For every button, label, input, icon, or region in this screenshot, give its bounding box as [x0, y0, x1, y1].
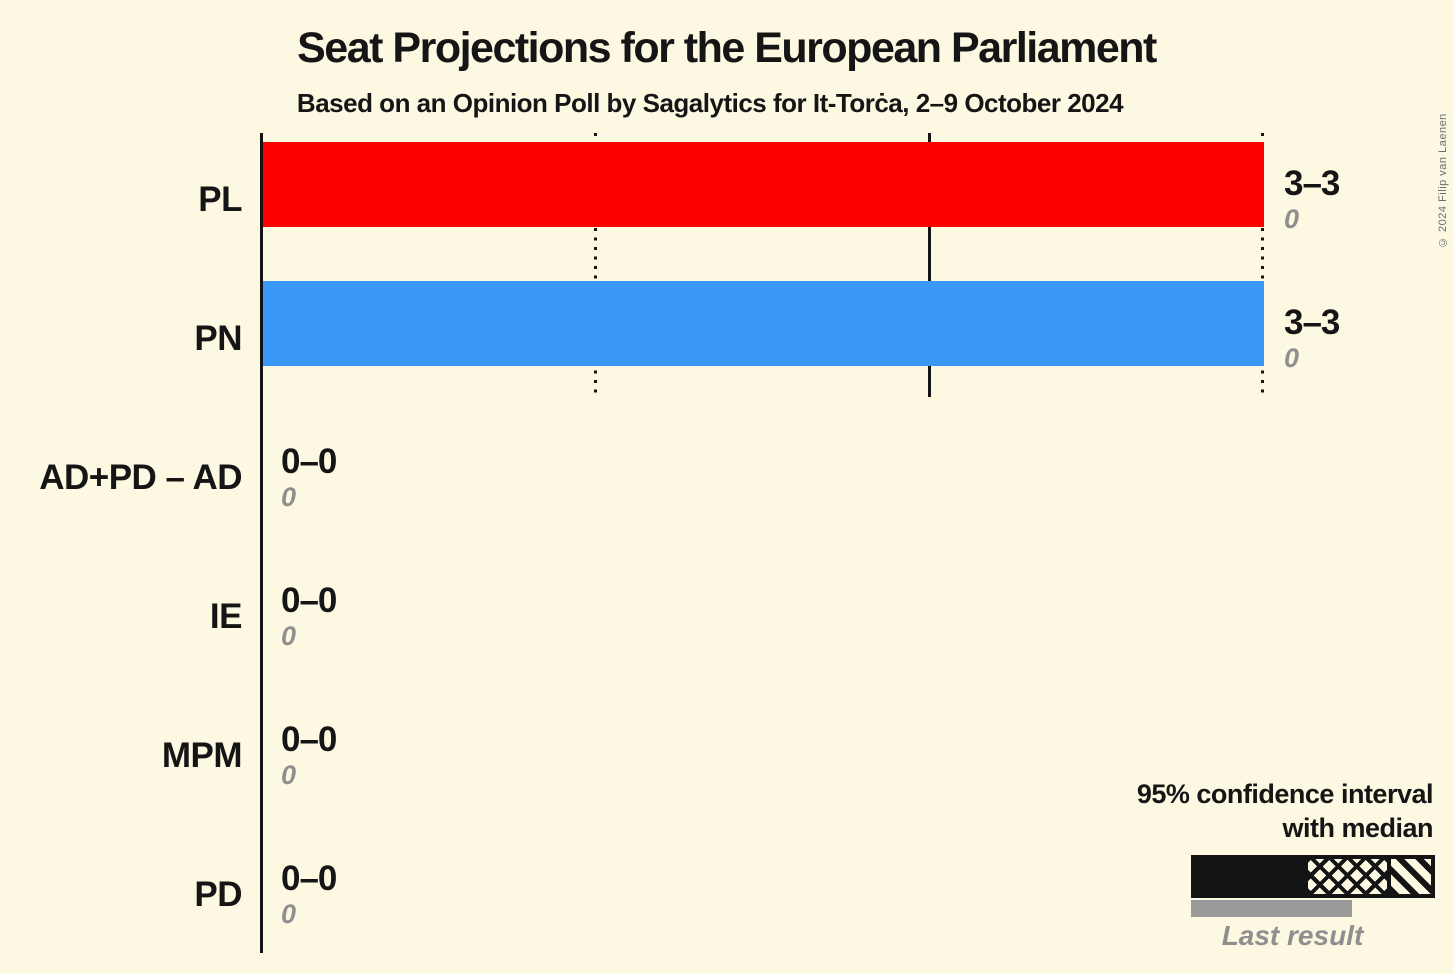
value-labels: 0–0 0	[281, 442, 337, 512]
last-result-label: 0	[281, 621, 297, 651]
ci-range-label: 0–0	[281, 581, 337, 620]
party-label: PL	[198, 179, 242, 219]
gridline-2-seats	[928, 133, 931, 397]
value-labels: 3–3 0	[1284, 164, 1340, 234]
party-label: PN	[194, 318, 242, 358]
y-axis-line	[260, 133, 263, 953]
last-result-label: 0	[281, 482, 297, 512]
chart-subtitle: Based on an Opinion Poll by Sagalytics f…	[296, 88, 1124, 118]
value-labels: 0–0 0	[281, 720, 337, 790]
ci-range-label: 0–0	[281, 859, 337, 898]
chart-row-mpm: MPM 0–0 0	[0, 689, 1453, 828]
chart-row-ie: IE 0–0 0	[0, 550, 1453, 689]
legend-last-result-label: Last result	[1221, 920, 1364, 951]
party-label: PD	[194, 874, 242, 914]
gridline-1-seat	[594, 133, 597, 397]
ci-range-label: 0–0	[281, 720, 337, 759]
value-labels: 0–0 0	[281, 859, 337, 929]
legend-title-line1: 95% confidence interval	[1136, 779, 1434, 809]
chart-row-adpd-ad: AD+PD – AD 0–0 0	[0, 411, 1453, 550]
legend-upper-ci-diagonal-swatch	[1391, 859, 1431, 894]
ci-range-label: 3–3	[1284, 164, 1340, 203]
last-result-label: 0	[281, 760, 297, 790]
confidence-interval-bar	[263, 281, 1264, 366]
last-result-label: 0	[1284, 204, 1300, 234]
chart-row-pl: PL 3–3 0	[0, 133, 1453, 272]
legend-last-result-bar	[1191, 900, 1352, 917]
party-label: AD+PD – AD	[39, 457, 242, 497]
legend-ci-bar	[1191, 855, 1435, 898]
chart-title: Seat Projections for the European Parlia…	[297, 24, 1157, 72]
confidence-interval-bar	[263, 142, 1264, 227]
legend-title-line2: with median	[1282, 813, 1433, 843]
chart-row-pn: PN 3–3 0	[0, 272, 1453, 411]
party-label: MPM	[161, 735, 243, 775]
party-label: IE	[209, 596, 243, 636]
value-labels: 0–0 0	[281, 581, 337, 651]
value-labels: 3–3 0	[1284, 303, 1340, 373]
chart-row-pd: PD 0–0 0	[0, 828, 1453, 967]
legend-title: 95% confidence interval with median	[900, 777, 1434, 845]
legend-median-crosshatch-swatch	[1308, 859, 1387, 894]
gridline-3-seats	[1261, 133, 1264, 397]
ci-range-label: 3–3	[1284, 303, 1340, 342]
ci-range-label: 0–0	[281, 442, 337, 481]
last-result-label: 0	[1284, 343, 1300, 373]
last-result-label: 0	[281, 899, 297, 929]
